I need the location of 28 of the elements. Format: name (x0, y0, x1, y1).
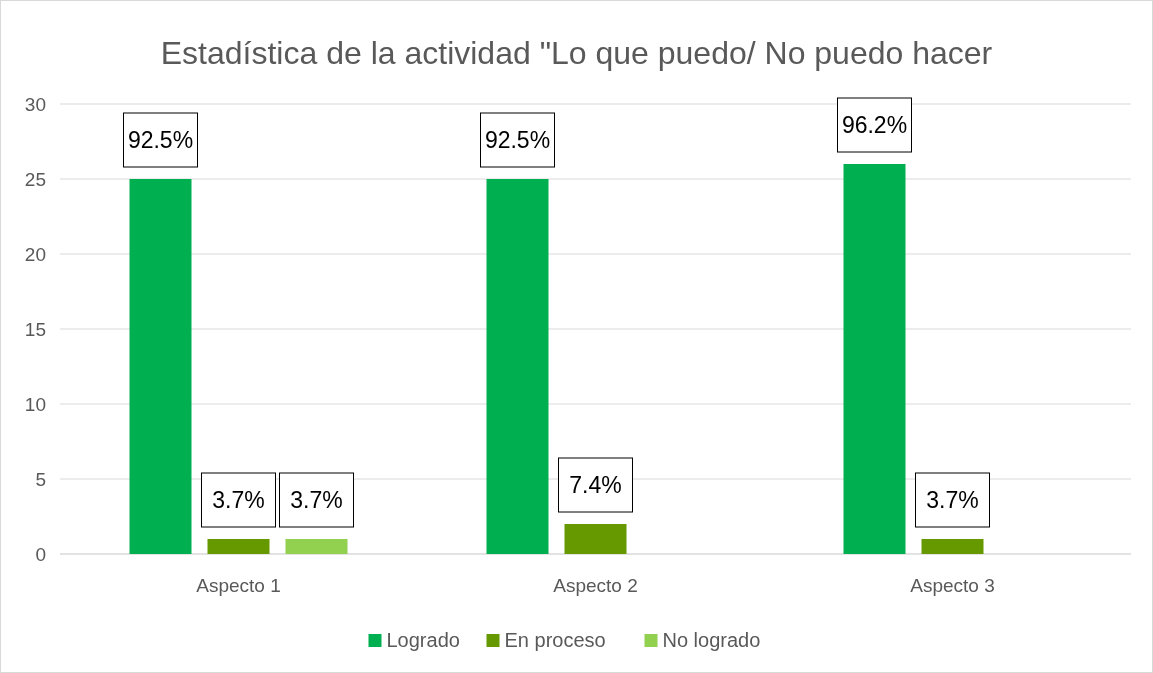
annotation: 92.5% (484, 127, 551, 153)
y-tick-label: 10 (24, 394, 46, 415)
bar (843, 164, 906, 554)
y-tick-label: 30 (24, 94, 46, 115)
y-tick-label: 20 (24, 244, 46, 265)
chart-title: Estadística de la actividad "Lo que puedo/ No puedo hacer (160, 35, 993, 71)
bar (564, 524, 627, 554)
x-tick-label: Aspecto 3 (910, 575, 995, 596)
bar (486, 179, 549, 554)
y-tick-label: 15 (24, 319, 46, 340)
annotation: 7.4% (569, 472, 622, 498)
annotation: 3.7% (926, 487, 979, 513)
bar (921, 539, 984, 554)
legend-label: En proceso (504, 629, 606, 651)
x-tick-label: Aspecto 2 (553, 575, 638, 596)
annotation: 92.5% (127, 127, 194, 153)
x-tick-label: Aspecto 1 (196, 575, 281, 596)
annotation: 3.7% (290, 487, 343, 513)
annotation: 96.2% (841, 112, 908, 138)
bar (285, 539, 348, 554)
y-tick-label: 5 (35, 469, 46, 490)
bar (129, 179, 192, 554)
legend-label: No logrado (662, 629, 761, 651)
bar (207, 539, 270, 554)
legend-label: Logrado (386, 629, 460, 651)
y-tick-label: 0 (35, 544, 46, 565)
annotation: 3.7% (212, 487, 265, 513)
y-tick-label: 25 (24, 169, 46, 190)
